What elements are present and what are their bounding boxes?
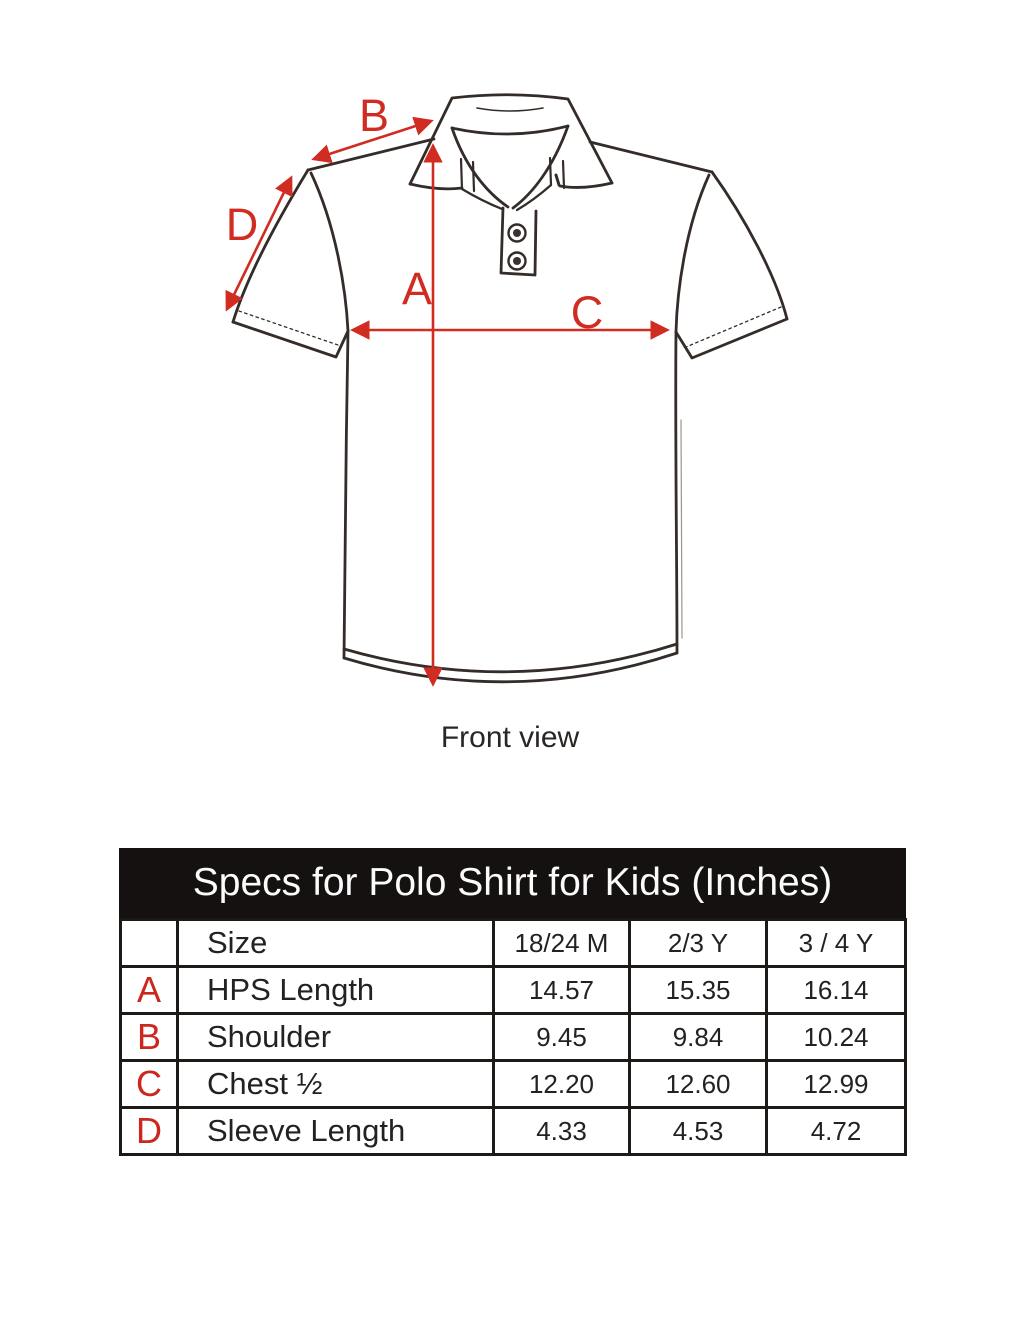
row-key: C xyxy=(119,1059,179,1109)
table-row-chest: C Chest ½ 12.20 12.60 12.99 xyxy=(119,1059,907,1109)
shirt-outline xyxy=(231,93,789,684)
measure-label-a: A xyxy=(402,263,432,314)
value-cell: 9.45 xyxy=(492,1012,631,1062)
size-col-18-24m: 18/24 M xyxy=(492,918,631,968)
value-cell: 4.72 xyxy=(765,1106,907,1156)
right-sleeve xyxy=(674,170,789,360)
row-label: Shoulder xyxy=(176,1012,495,1062)
collar-buttonhole-mark xyxy=(554,173,561,187)
left-cuff-stitch xyxy=(238,310,339,346)
hem-lower-line xyxy=(342,651,679,684)
row-key: D xyxy=(119,1106,179,1156)
row-key: B xyxy=(119,1012,179,1062)
value-cell: 16.14 xyxy=(765,965,907,1015)
measure-label-d: D xyxy=(226,199,259,250)
row-label: HPS Length xyxy=(176,965,495,1015)
value-cell: 10.24 xyxy=(765,1012,907,1062)
table-row-shoulder: B Shoulder 9.45 9.84 10.24 xyxy=(119,1012,907,1062)
value-cell: 12.99 xyxy=(765,1059,907,1109)
front-view-caption: Front view xyxy=(440,721,580,754)
row-label: Sleeve Length xyxy=(176,1106,495,1156)
value-cell: 4.33 xyxy=(492,1106,631,1156)
table-row-hps-length: A HPS Length 14.57 15.35 16.14 xyxy=(119,965,907,1015)
value-cell: 15.35 xyxy=(628,965,768,1015)
spec-table-title: Specs for Polo Shirt for Kids (Inches) xyxy=(119,848,906,918)
measure-label-c: C xyxy=(571,287,604,338)
size-col-2-3y: 2/3 Y xyxy=(628,918,768,968)
table-row-sleeve-length: D Sleeve Length 4.33 4.53 4.72 xyxy=(119,1106,907,1156)
value-cell: 12.60 xyxy=(628,1059,768,1109)
measure-label-b: B xyxy=(359,90,389,141)
size-header-row: Size 18/24 M 2/3 Y 3 / 4 Y xyxy=(119,918,907,968)
corner-cell xyxy=(119,918,179,968)
left-neckband-strip xyxy=(459,157,476,193)
row-key: A xyxy=(119,965,179,1015)
spec-table-section: Specs for Polo Shirt for Kids (Inches) S… xyxy=(119,848,907,1156)
right-neckband-strip xyxy=(548,156,566,190)
size-col-3-4y: 3 / 4 Y xyxy=(765,918,907,968)
hem-upper-line xyxy=(342,642,679,674)
size-header-cell: Size xyxy=(176,918,495,968)
collar-back-inner-line xyxy=(476,107,544,112)
collar xyxy=(408,93,614,212)
collar-fold-line xyxy=(450,124,570,136)
value-cell: 4.53 xyxy=(628,1106,768,1156)
measure-arrow-b xyxy=(311,116,434,164)
value-cell: 12.20 xyxy=(492,1059,631,1109)
right-shoulder-seam xyxy=(588,140,714,174)
spec-table: Size 18/24 M 2/3 Y 3 / 4 Y A HPS Length … xyxy=(119,918,907,1156)
polo-shirt-diagram: A B C D xyxy=(225,90,789,687)
value-cell: 9.84 xyxy=(628,1012,768,1062)
shirt-body xyxy=(342,329,683,684)
measure-arrow-d xyxy=(225,175,293,312)
right-side-seam xyxy=(680,419,683,639)
row-label: Chest ½ xyxy=(176,1059,495,1109)
placket xyxy=(499,206,538,277)
value-cell: 14.57 xyxy=(492,965,631,1015)
right-cuff-stitch xyxy=(685,306,782,348)
